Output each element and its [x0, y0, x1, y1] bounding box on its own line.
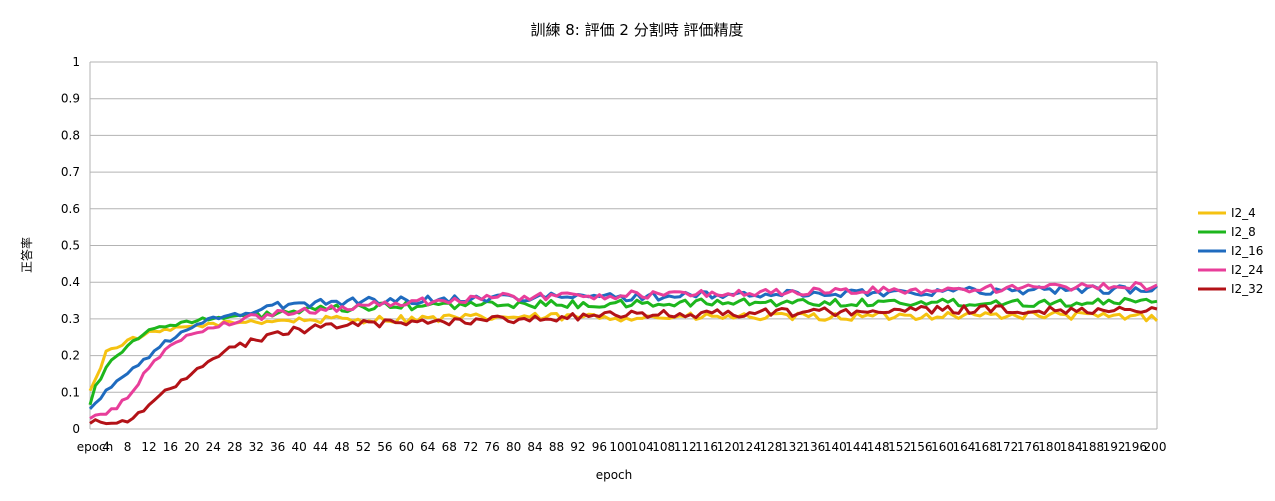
- x-tick-label: 136: [802, 440, 825, 454]
- x-axis-label: epoch: [596, 468, 633, 482]
- y-tick-label: 0.2: [61, 349, 80, 363]
- x-tick-label: 144: [845, 440, 868, 454]
- x-tick-label: 120: [717, 440, 740, 454]
- x-tick-label: 200: [1144, 440, 1167, 454]
- x-tick-label: 64: [420, 440, 435, 454]
- x-tick-label: 160: [931, 440, 954, 454]
- x-tick-label: 128: [759, 440, 782, 454]
- y-tick-label: 0.6: [61, 202, 80, 216]
- y-tick-label: 0.8: [61, 128, 80, 142]
- x-tick-label: 148: [867, 440, 890, 454]
- x-tick-label: 48: [334, 440, 349, 454]
- x-tick-label: 92: [570, 440, 585, 454]
- x-tick-label: 60: [399, 440, 414, 454]
- x-tick-label: 28: [227, 440, 242, 454]
- x-tick-label: 80: [506, 440, 521, 454]
- x-tick-label: 172: [995, 440, 1018, 454]
- x-tick-label: 76: [484, 440, 499, 454]
- x-tick-label: 84: [527, 440, 542, 454]
- grid-lines: [89, 61, 1158, 430]
- y-tick-label: 1: [72, 55, 80, 69]
- x-tick-label: 140: [824, 440, 847, 454]
- x-tick-label: 132: [781, 440, 804, 454]
- legend-label: I2_8: [1231, 225, 1256, 239]
- x-tick-label: 104: [631, 440, 654, 454]
- x-tick-label: 96: [592, 440, 607, 454]
- legend-label: I2_16: [1231, 244, 1263, 258]
- x-tick-label: 192: [1103, 440, 1126, 454]
- y-tick-labels: 0 0.1 0.2 0.3 0.4 0.5 0.6 0.7 0.8 0.9 1: [61, 55, 80, 436]
- legend-label: I2_4: [1231, 206, 1256, 220]
- chart-title: 訓練 8: 評価 2 分割時 評価精度: [531, 21, 744, 39]
- series-lines: [88, 281, 1159, 426]
- legend-label: I2_24: [1231, 263, 1263, 277]
- y-tick-label: 0: [72, 422, 80, 436]
- x-tick-label: 68: [442, 440, 457, 454]
- x-tick-label: 156: [910, 440, 933, 454]
- x-tick-label: 52: [356, 440, 371, 454]
- legend-label: I2_32: [1231, 282, 1263, 296]
- legend: I2_4 I2_8 I2_16 I2_24 I2_32: [1198, 206, 1263, 296]
- series-line-i2-32: [89, 304, 1158, 426]
- y-tick-label: 0.3: [61, 312, 80, 326]
- x-tick-label: 72: [463, 440, 478, 454]
- x-tick-label: 56: [377, 440, 392, 454]
- x-tick-label: 16: [163, 440, 178, 454]
- series-line-i2-8: [88, 296, 1158, 406]
- series-line-i2-16: [88, 284, 1159, 410]
- y-axis-label: 正答率: [19, 237, 34, 273]
- x-tick-label: 4: [102, 440, 110, 454]
- x-tick-label: 12: [141, 440, 156, 454]
- x-tick-label: 44: [313, 440, 328, 454]
- x-tick-label: 180: [1038, 440, 1061, 454]
- x-tick-label: 112: [674, 440, 697, 454]
- x-tick-label: 188: [1081, 440, 1104, 454]
- y-tick-label: 0.9: [61, 92, 80, 106]
- x-tick-label: 116: [695, 440, 718, 454]
- x-tick-label: 152: [888, 440, 911, 454]
- x-tick-label: 108: [652, 440, 675, 454]
- y-tick-label: 0.4: [61, 275, 80, 289]
- x-tick-label: 24: [206, 440, 221, 454]
- y-tick-label: 0.5: [61, 239, 80, 253]
- y-tick-label: 0.1: [61, 385, 80, 399]
- x-tick-label: 88: [549, 440, 564, 454]
- x-tick-label: 184: [1060, 440, 1083, 454]
- x-tick-label: 164: [953, 440, 976, 454]
- x-tick-label: 36: [270, 440, 285, 454]
- x-tick-label: 20: [184, 440, 199, 454]
- x-tick-label: 40: [291, 440, 306, 454]
- x-tick-label: 32: [249, 440, 264, 454]
- x-tick-label: 196: [1124, 440, 1147, 454]
- x-tick-label: 100: [609, 440, 632, 454]
- y-tick-label: 0.7: [61, 165, 80, 179]
- x-tick-label: 8: [124, 440, 132, 454]
- x-tick-label: 176: [1017, 440, 1040, 454]
- series-line-i2-4: [88, 310, 1159, 392]
- x-tick-label: epoch: [77, 440, 114, 454]
- series-line-i2-24: [89, 281, 1158, 420]
- x-tick-label: 124: [738, 440, 761, 454]
- x-tick-label: 168: [974, 440, 997, 454]
